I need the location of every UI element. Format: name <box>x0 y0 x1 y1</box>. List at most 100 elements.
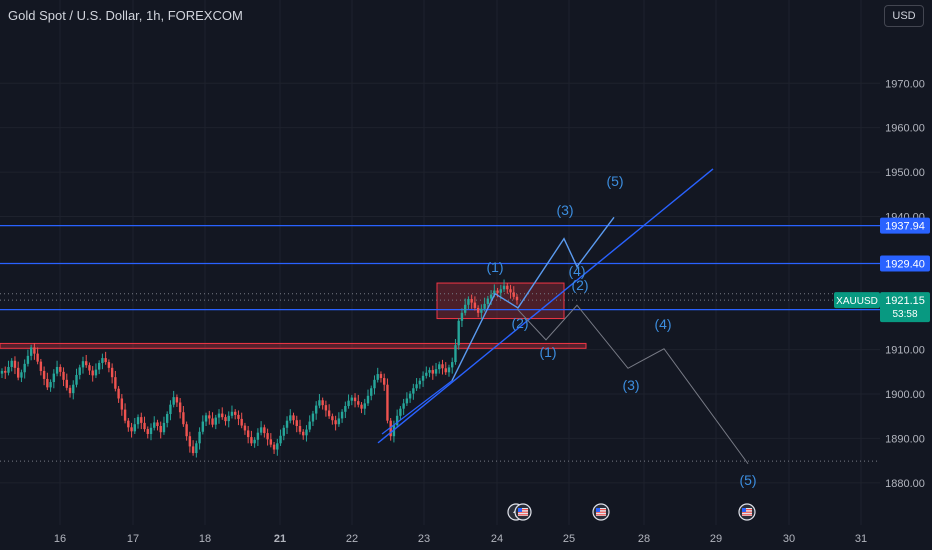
currency-button[interactable]: USD <box>884 5 924 27</box>
bullish-wave-path[interactable] <box>451 216 615 382</box>
economic-event-flag-icon[interactable] <box>514 503 532 521</box>
candle-body <box>379 374 383 379</box>
bullish-wave-label[interactable]: (4) <box>568 263 585 279</box>
candle-body <box>26 355 30 364</box>
symbol-badge[interactable] <box>834 292 880 309</box>
candle-body <box>370 388 373 396</box>
horizontal-levels[interactable] <box>0 224 880 462</box>
candle-body <box>143 422 146 430</box>
price-tick-label: 1880.00 <box>885 478 925 490</box>
candle-body <box>324 405 328 411</box>
bullish-wave-label[interactable]: (2) <box>511 315 528 331</box>
trendline-secondary[interactable] <box>381 380 453 435</box>
candle-body <box>169 404 172 415</box>
trendline-main[interactable] <box>377 168 714 444</box>
candle-body <box>412 388 415 394</box>
candle-body <box>39 361 43 371</box>
candle-body <box>509 289 512 293</box>
candle-body <box>279 435 282 444</box>
bearish-wave-label[interactable]: (3) <box>622 377 639 393</box>
candle-body <box>321 400 324 406</box>
candle-body <box>224 417 227 422</box>
time-tick-label: 16 <box>54 533 66 545</box>
candle-body <box>214 417 217 425</box>
candle-body <box>305 429 308 436</box>
economic-event-flag-icon[interactable] <box>738 503 756 521</box>
candle-body <box>421 375 425 381</box>
candles <box>0 279 519 458</box>
price-tick-label: 1970.00 <box>885 78 925 90</box>
candle-body <box>259 427 263 433</box>
bearish-wave-label[interactable]: (4) <box>654 316 671 332</box>
candle-body <box>91 370 94 376</box>
bearish-wave-label[interactable]: (5) <box>739 472 756 488</box>
candle-body <box>217 413 221 418</box>
candle-body <box>295 420 298 426</box>
candle-body <box>20 372 23 378</box>
bearish-wave-label[interactable]: (2) <box>571 277 588 293</box>
time-tick-label: 24 <box>491 533 503 545</box>
candle-body <box>240 418 243 426</box>
candle-body <box>483 303 486 309</box>
candle-body <box>444 368 447 373</box>
time-tick-label: 29 <box>710 533 722 545</box>
candle-body <box>10 360 13 367</box>
candle-body <box>402 403 405 409</box>
economic-event-flag-icon[interactable] <box>592 503 610 521</box>
candle-body <box>512 292 515 297</box>
candle-body <box>36 353 39 362</box>
candle-body <box>172 397 175 405</box>
candle-body <box>81 361 85 368</box>
candle-body <box>114 377 117 389</box>
candle-body <box>123 409 127 421</box>
candle-body <box>470 299 473 303</box>
candle-body <box>434 369 438 374</box>
candle-body <box>88 365 91 371</box>
candle-body <box>314 405 318 414</box>
candle-body <box>473 302 477 308</box>
candle-body <box>318 400 321 406</box>
candle-body <box>389 420 392 437</box>
level-price-text: 1929.40 <box>885 259 925 271</box>
demand-zone[interactable] <box>0 342 587 349</box>
bullish-wave-label[interactable]: (3) <box>556 202 573 218</box>
time-tick-label: 17 <box>127 533 139 545</box>
candle-body <box>263 427 266 434</box>
level-price-badge <box>880 255 930 272</box>
candle-body <box>23 363 26 373</box>
candle-body <box>269 439 273 445</box>
time-tick-label: 28 <box>638 533 650 545</box>
event-markers[interactable] <box>507 503 756 521</box>
candle-body <box>72 384 75 394</box>
candle-body <box>340 411 344 419</box>
candle-body <box>42 370 46 379</box>
candle-body <box>331 416 334 421</box>
candle-body <box>7 366 10 373</box>
candle-body <box>347 400 350 407</box>
candle-body <box>357 401 360 405</box>
candle-body <box>496 290 499 293</box>
candle-body <box>360 404 363 409</box>
candle-body <box>0 370 4 374</box>
bullish-wave-label[interactable]: (5) <box>606 173 623 189</box>
candle-body <box>191 446 195 454</box>
candle-body <box>62 371 65 380</box>
candle-body <box>117 388 120 399</box>
candle-body <box>75 374 78 385</box>
candle-body <box>467 299 470 305</box>
time-axis[interactable]: 16 17 18 21 22 23 24 25 28 29 30 31 <box>54 533 867 545</box>
time-tick-label: 18 <box>199 533 211 545</box>
candle-body <box>201 421 205 432</box>
bullish-wave-label[interactable]: (1) <box>486 259 503 275</box>
drawings[interactable]: (1) (2) (3) (4) (5) (1) (2) (3) (4) (5) <box>377 168 757 488</box>
candle-body <box>506 285 509 290</box>
candle-body <box>97 362 101 370</box>
candle-body <box>110 367 114 378</box>
candle-body <box>101 358 104 363</box>
price-axis[interactable]: 1970.001960.001950.001940.001910.001900.… <box>834 78 930 490</box>
candle-body <box>149 427 153 434</box>
bearish-wave-label[interactable]: (1) <box>539 344 556 360</box>
candle-body <box>489 294 493 299</box>
bearish-projection-path[interactable] <box>516 304 749 465</box>
